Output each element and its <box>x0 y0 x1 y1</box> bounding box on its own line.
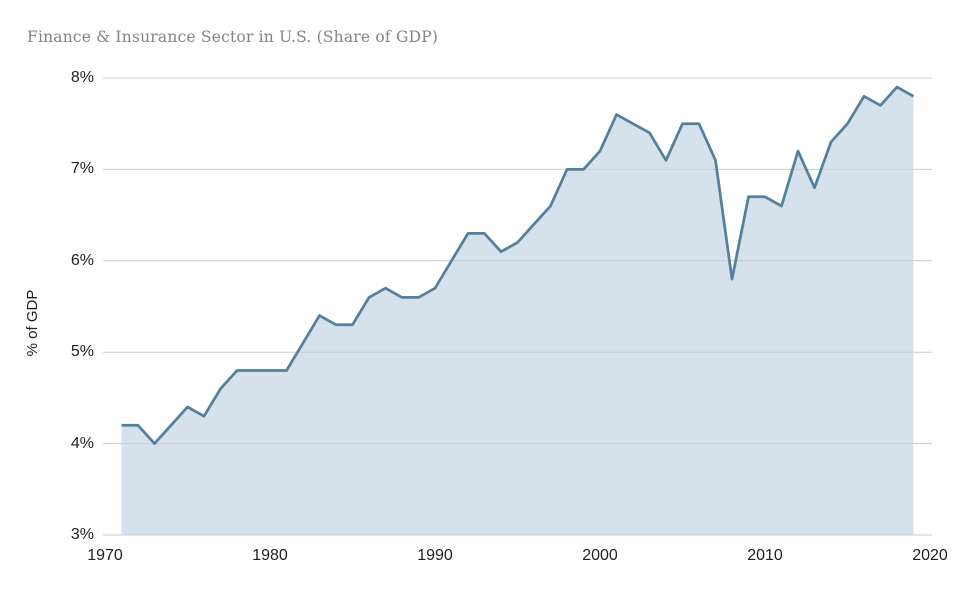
x-tick-label-2000: 2000 <box>582 547 618 564</box>
x-tick-label-1970: 1970 <box>87 547 123 564</box>
x-tick-label-2010: 2010 <box>747 547 783 564</box>
y-tick-label-4%: 4% <box>70 434 94 452</box>
y-tick-label-8%: 8% <box>70 69 94 86</box>
y-tick-label-3%: 3% <box>70 526 94 543</box>
area-fill <box>121 87 914 535</box>
chart-title: Finance & Insurance Sector in U.S. (Shar… <box>27 28 439 46</box>
y-tick-label-5%: 5% <box>70 343 94 361</box>
y-tick-label-7%: 7% <box>70 160 94 178</box>
x-tick-label-1990: 1990 <box>417 547 453 564</box>
x-tick-label-2020: 2020 <box>912 547 948 564</box>
data-line <box>121 85 915 445</box>
y-tick-label-6%: 6% <box>70 251 94 269</box>
x-tick-label-1980: 1980 <box>252 547 288 564</box>
